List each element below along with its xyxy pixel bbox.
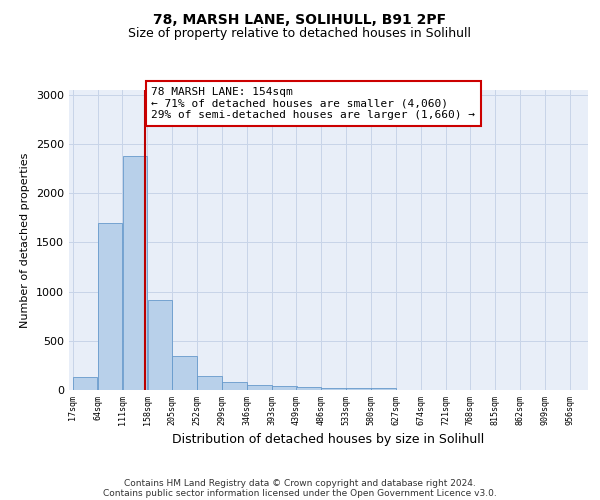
Bar	[172, 356, 197, 390]
Bar	[122, 156, 147, 390]
Y-axis label: Number of detached properties: Number of detached properties	[20, 152, 31, 328]
Bar	[272, 386, 296, 390]
Text: 78 MARSH LANE: 154sqm
← 71% of detached houses are smaller (4,060)
29% of semi-d: 78 MARSH LANE: 154sqm ← 71% of detached …	[151, 87, 475, 120]
Bar	[222, 382, 247, 390]
Text: Contains public sector information licensed under the Open Government Licence v3: Contains public sector information licen…	[103, 488, 497, 498]
Bar	[197, 376, 222, 390]
Bar	[148, 300, 172, 390]
Bar	[346, 388, 371, 390]
Text: Contains HM Land Registry data © Crown copyright and database right 2024.: Contains HM Land Registry data © Crown c…	[124, 478, 476, 488]
Bar	[321, 388, 346, 390]
Text: Size of property relative to detached houses in Solihull: Size of property relative to detached ho…	[128, 28, 472, 40]
Bar	[371, 388, 395, 390]
X-axis label: Distribution of detached houses by size in Solihull: Distribution of detached houses by size …	[172, 433, 485, 446]
Bar	[98, 223, 122, 390]
Bar	[73, 377, 97, 390]
Bar	[296, 387, 321, 390]
Bar	[247, 384, 272, 390]
Text: 78, MARSH LANE, SOLIHULL, B91 2PF: 78, MARSH LANE, SOLIHULL, B91 2PF	[154, 12, 446, 26]
